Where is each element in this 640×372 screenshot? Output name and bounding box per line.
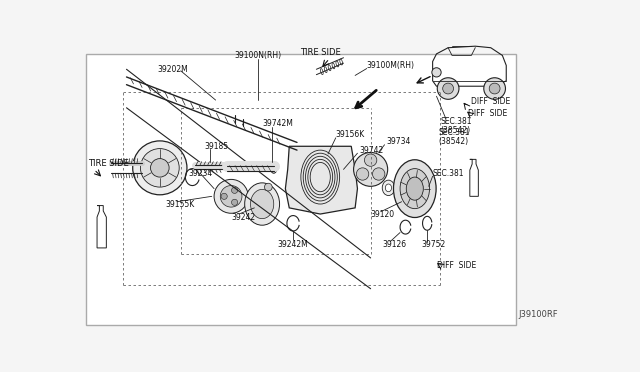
Text: 39742: 39742: [359, 145, 383, 155]
Ellipse shape: [394, 160, 436, 218]
Ellipse shape: [264, 183, 272, 191]
Circle shape: [356, 168, 369, 180]
Text: SEC.381: SEC.381: [440, 117, 472, 126]
Ellipse shape: [400, 169, 429, 209]
Text: DIFF  SIDE: DIFF SIDE: [472, 97, 511, 106]
Polygon shape: [97, 206, 106, 248]
Circle shape: [443, 83, 454, 94]
Circle shape: [140, 148, 179, 187]
Circle shape: [221, 193, 227, 199]
Ellipse shape: [382, 180, 395, 196]
Text: (38542): (38542): [440, 126, 470, 135]
Text: J39100RF: J39100RF: [518, 310, 557, 319]
Text: 39752: 39752: [421, 240, 445, 249]
Circle shape: [232, 199, 237, 205]
Text: 39120: 39120: [371, 209, 395, 218]
Circle shape: [220, 186, 242, 207]
Circle shape: [132, 141, 187, 195]
Circle shape: [489, 83, 500, 94]
Circle shape: [150, 158, 169, 177]
Bar: [86, 54, 516, 325]
Text: (38542): (38542): [439, 137, 469, 146]
Text: 39156K: 39156K: [336, 130, 365, 139]
Text: DIFF  SIDE: DIFF SIDE: [467, 109, 507, 118]
Circle shape: [372, 168, 385, 180]
Polygon shape: [285, 146, 358, 214]
Ellipse shape: [406, 177, 423, 200]
Circle shape: [437, 78, 459, 99]
Circle shape: [484, 78, 506, 99]
Text: 39155K: 39155K: [165, 199, 195, 209]
Text: 39100M(RH): 39100M(RH): [367, 61, 415, 70]
Text: SEC.381: SEC.381: [433, 169, 464, 178]
Text: 39202M: 39202M: [157, 65, 188, 74]
Text: SEC.381: SEC.381: [439, 128, 470, 137]
Polygon shape: [470, 159, 478, 196]
Ellipse shape: [271, 164, 277, 173]
Circle shape: [432, 68, 441, 77]
Circle shape: [353, 153, 388, 186]
Text: 39126: 39126: [382, 240, 406, 249]
Text: 39742M: 39742M: [262, 119, 293, 128]
Ellipse shape: [244, 183, 280, 225]
Text: 39734: 39734: [386, 137, 410, 146]
Ellipse shape: [385, 184, 392, 192]
Ellipse shape: [250, 189, 274, 219]
Text: TIRE SIDE: TIRE SIDE: [88, 159, 129, 168]
Circle shape: [232, 187, 237, 193]
Circle shape: [214, 179, 248, 213]
Text: 39234: 39234: [189, 169, 212, 178]
Text: TIRE SIDE: TIRE SIDE: [300, 48, 340, 57]
Text: DIFF  SIDE: DIFF SIDE: [437, 261, 477, 270]
Circle shape: [364, 154, 377, 166]
Text: 39242M: 39242M: [278, 240, 308, 249]
Text: 39100N(RH): 39100N(RH): [235, 51, 282, 60]
Text: 39185: 39185: [204, 142, 228, 151]
Text: 39242: 39242: [231, 213, 255, 222]
